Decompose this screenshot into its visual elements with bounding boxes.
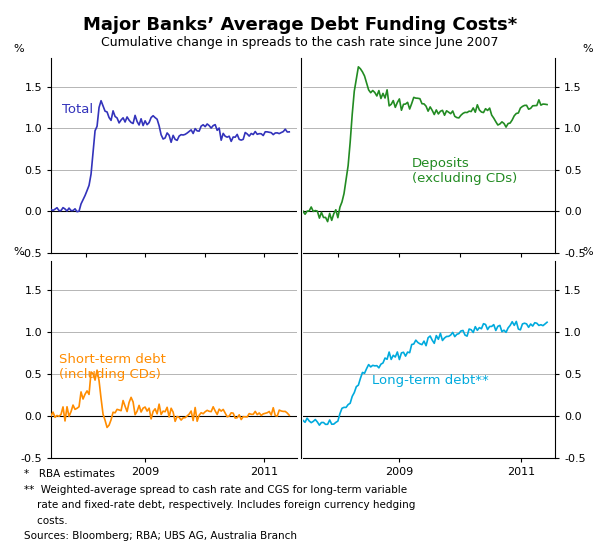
Text: Deposits
(excluding CDs): Deposits (excluding CDs)	[412, 157, 517, 185]
Text: Sources: Bloomberg; RBA; UBS AG, Australia Branch: Sources: Bloomberg; RBA; UBS AG, Austral…	[24, 531, 297, 541]
Text: %: %	[14, 247, 25, 257]
Text: %: %	[583, 247, 593, 257]
Text: rate and fixed-rate debt, respectively. Includes foreign currency hedging: rate and fixed-rate debt, respectively. …	[24, 500, 415, 510]
Text: costs.: costs.	[24, 516, 68, 525]
Text: *   RBA estimates: * RBA estimates	[24, 469, 115, 479]
Text: Long-term debt**: Long-term debt**	[372, 374, 488, 387]
Text: Short-term debt
(including CDs): Short-term debt (including CDs)	[59, 354, 166, 382]
Text: Major Banks’ Average Debt Funding Costs*: Major Banks’ Average Debt Funding Costs*	[83, 16, 517, 35]
Text: %: %	[14, 44, 25, 54]
Text: **  Weighted-average spread to cash rate and CGS for long-term variable: ** Weighted-average spread to cash rate …	[24, 485, 407, 495]
Text: %: %	[583, 44, 593, 54]
Text: Cumulative change in spreads to the cash rate since June 2007: Cumulative change in spreads to the cash…	[101, 36, 499, 49]
Text: Total: Total	[62, 103, 93, 116]
